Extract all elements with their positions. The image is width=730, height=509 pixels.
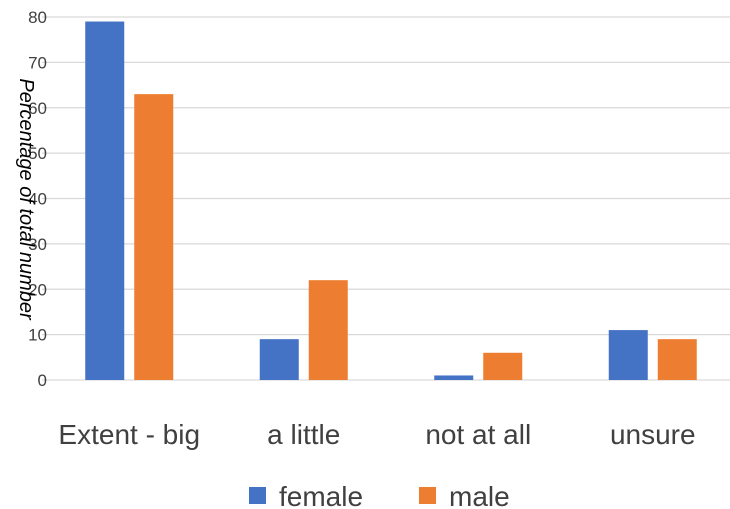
bar-female-0	[85, 21, 125, 380]
y-tick-label: 60	[28, 99, 47, 118]
y-tick-labels: 0 10 20 30 40 50 60 70 80	[28, 8, 47, 390]
legend-label-female: female	[279, 481, 363, 509]
bar-female-1	[259, 339, 299, 380]
bar-male-1	[308, 280, 348, 380]
legend-label-male: male	[449, 481, 510, 509]
legend-swatch-male	[419, 487, 436, 504]
category-label: Extent - big	[58, 419, 200, 450]
y-tick-label: 80	[28, 8, 47, 27]
legend-swatch-female	[249, 487, 266, 504]
legend: female male	[249, 481, 510, 509]
bar-male-0	[134, 94, 174, 380]
bars	[85, 21, 697, 380]
category-labels: Extent - big a little not at all unsure	[58, 419, 695, 450]
y-tick-label: 0	[38, 371, 47, 390]
y-tick-label: 10	[28, 326, 47, 345]
category-label: a little	[267, 419, 340, 450]
bar-male-2	[483, 352, 523, 380]
bar-female-3	[608, 330, 648, 380]
y-tick-label: 30	[28, 235, 47, 254]
y-tick-label: 50	[28, 144, 47, 163]
y-axis-label: Percentage of total number	[15, 78, 37, 321]
y-tick-label: 20	[28, 280, 47, 299]
category-label: not at all	[425, 419, 531, 450]
y-tick-label: 70	[28, 53, 47, 72]
y-tick-label: 40	[28, 190, 47, 209]
bar-female-2	[434, 375, 474, 380]
category-label: unsure	[610, 419, 696, 450]
bar-male-3	[657, 339, 697, 380]
